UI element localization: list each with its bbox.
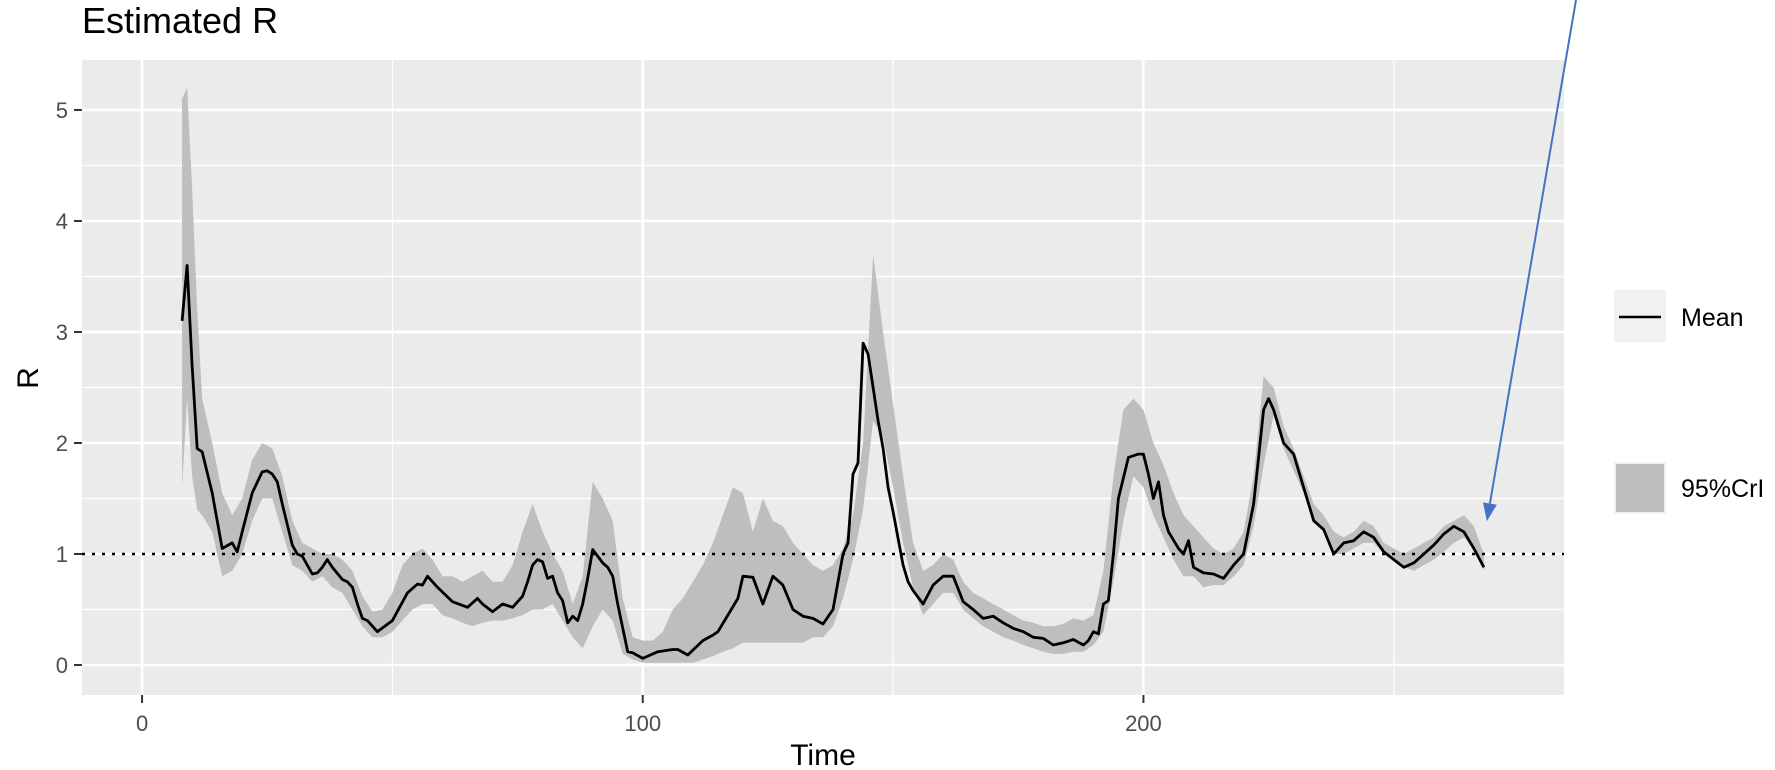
annotation-arrow [1488, 0, 1577, 504]
annotation-arrowhead [1483, 502, 1497, 522]
series-line-mean [180, 263, 1486, 660]
chart-title: Estimated R [82, 0, 278, 41]
series-ribbon-95crl [182, 87, 1484, 663]
y-tick-label: 2 [56, 431, 68, 456]
y-tick-label: 5 [56, 98, 68, 123]
legend-label-ribbon: 95%CrI [1681, 475, 1764, 503]
y-tick-label: 1 [56, 542, 68, 567]
x-tick-label: 200 [1125, 711, 1162, 736]
y-tick-label: 0 [56, 653, 68, 678]
x-tick-label: 0 [136, 711, 148, 736]
y-axis-title: R [12, 367, 45, 389]
y-tick-label: 4 [56, 209, 68, 234]
x-tick-label: 100 [624, 711, 661, 736]
legend: Mean 95%CrI [1614, 290, 1764, 514]
legend-label-mean: Mean [1681, 304, 1744, 332]
ribbon-layer [182, 87, 1484, 663]
legend-ribbon-swatch [1616, 464, 1664, 512]
mean-layer [180, 263, 1486, 660]
axis-ticks: 0 1 2 3 4 5 0 100 200 [56, 98, 1162, 736]
y-tick-label: 3 [56, 320, 68, 345]
x-axis-title: Time [790, 739, 856, 770]
